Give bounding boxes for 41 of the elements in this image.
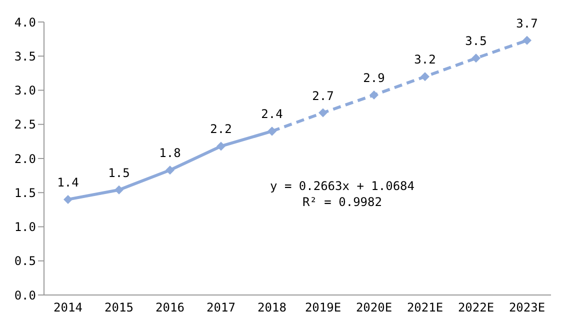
point <box>114 185 124 194</box>
x-tick-label: 2017 <box>206 300 236 315</box>
y-tick-label: 1.5 <box>14 186 36 200</box>
x-tick-label: 2015 <box>104 300 134 315</box>
x-tick-label: 2020E <box>356 300 392 315</box>
point <box>216 142 226 151</box>
point <box>64 194 72 204</box>
x-tick-label: 2023E <box>508 300 546 315</box>
y-tick-label: 4.0 <box>14 15 36 30</box>
y-tick-label: 0.0 <box>14 288 36 302</box>
point <box>472 54 480 63</box>
data-label: 1.4 <box>57 175 79 190</box>
data-label: 2.4 <box>261 107 283 122</box>
point <box>420 72 430 82</box>
point <box>522 36 532 45</box>
point <box>268 126 276 136</box>
data-label: 2.2 <box>210 122 232 136</box>
x-tick-label: 2014 <box>54 300 82 315</box>
data-label: 3.7 <box>516 16 538 30</box>
x-tick-label: 2019E <box>304 300 342 315</box>
y-tick-label: 2.0 <box>14 152 36 166</box>
point <box>318 108 328 118</box>
data-label: 1.5 <box>108 166 130 180</box>
point <box>166 166 174 175</box>
data-label: 3.5 <box>465 34 487 48</box>
data-label: 1.8 <box>159 146 181 160</box>
y-tick-label: 2.5 <box>14 118 36 132</box>
data-label: 3.2 <box>414 52 436 67</box>
data-label: 2.7 <box>312 88 334 103</box>
annotation: R² = 0.9982 <box>302 194 383 210</box>
y-tick-label: 0.5 <box>14 254 36 268</box>
annotation: y = 0.2663x + 1.0684 <box>270 178 414 194</box>
x-tick-label: 2022E <box>458 300 494 315</box>
data-label: 2.9 <box>363 71 385 86</box>
y-tick-label: 1.0 <box>14 220 36 234</box>
x-tick-label: 2016 <box>156 300 184 315</box>
y-tick-label: 3.0 <box>14 84 36 98</box>
point <box>370 90 378 100</box>
y-tick-label: 3.5 <box>14 49 36 64</box>
x-tick-label: 2018 <box>258 300 286 315</box>
x-tick-label: 2021E <box>406 300 444 315</box>
